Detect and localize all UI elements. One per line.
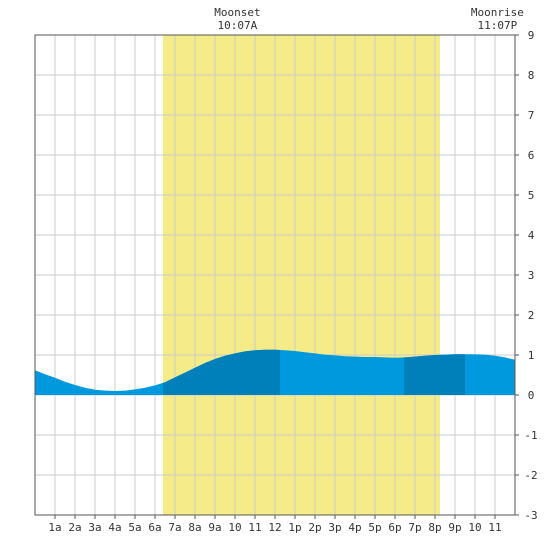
x-tick-label: 1p — [288, 521, 301, 534]
y-tick-label: 2 — [528, 309, 535, 322]
y-tick-label: 3 — [528, 269, 535, 282]
x-tick-label: 3a — [88, 521, 101, 534]
x-tick-label: 3p — [328, 521, 341, 534]
x-tick-label: 9a — [208, 521, 221, 534]
x-tick-label: 6a — [148, 521, 161, 534]
x-tick-label: 1a — [48, 521, 61, 534]
y-tick-label: 7 — [528, 109, 535, 122]
y-tick-label: -3 — [524, 509, 537, 522]
y-tick-label: 4 — [528, 229, 535, 242]
y-tick-label: 8 — [528, 69, 535, 82]
x-tick-label: 7p — [408, 521, 421, 534]
x-tick-label: 2p — [308, 521, 321, 534]
x-tick-label: 12 — [268, 521, 281, 534]
x-tick-label: 9p — [448, 521, 461, 534]
moonset-time: 10:07A — [218, 19, 258, 32]
tide-dark-band — [404, 349, 465, 395]
x-tick-label: 6p — [388, 521, 401, 534]
x-tick-label: 10 — [228, 521, 241, 534]
y-tick-label: 9 — [528, 29, 535, 42]
y-tick-label: -2 — [524, 469, 537, 482]
x-tick-label: 7a — [168, 521, 181, 534]
moonrise-label: Moonrise — [471, 6, 524, 19]
x-tick-label: 8a — [188, 521, 201, 534]
x-tick-label: 11 — [248, 521, 261, 534]
y-tick-label: 6 — [528, 149, 535, 162]
grid-layer — [35, 35, 515, 515]
y-tick-label: 0 — [528, 389, 535, 402]
moonrise-time: 11:07P — [478, 19, 518, 32]
y-tick-label: 5 — [528, 189, 535, 202]
x-tick-label: 5a — [128, 521, 141, 534]
y-tick-label: 1 — [528, 349, 535, 362]
x-tick-label: 8p — [428, 521, 441, 534]
x-tick-label: 10 — [468, 521, 481, 534]
moonset-label: Moonset — [214, 6, 260, 19]
x-tick-label: 11 — [488, 521, 501, 534]
x-tick-label: 4a — [108, 521, 121, 534]
y-axis-ticks: 9 8 7 6 5 4 3 2 1 0 -1 -2 -3 — [515, 29, 538, 522]
y-tick-label: -1 — [524, 429, 537, 442]
x-tick-label: 4p — [348, 521, 361, 534]
x-tick-label: 5p — [368, 521, 381, 534]
x-axis-ticks: 1a 2a 3a 4a 5a 6a 7a 8a 9a 10 11 12 1p 2p 3p 4p 5p 6p 7p 8p… — [48, 515, 502, 534]
x-tick-label: 2a — [68, 521, 81, 534]
